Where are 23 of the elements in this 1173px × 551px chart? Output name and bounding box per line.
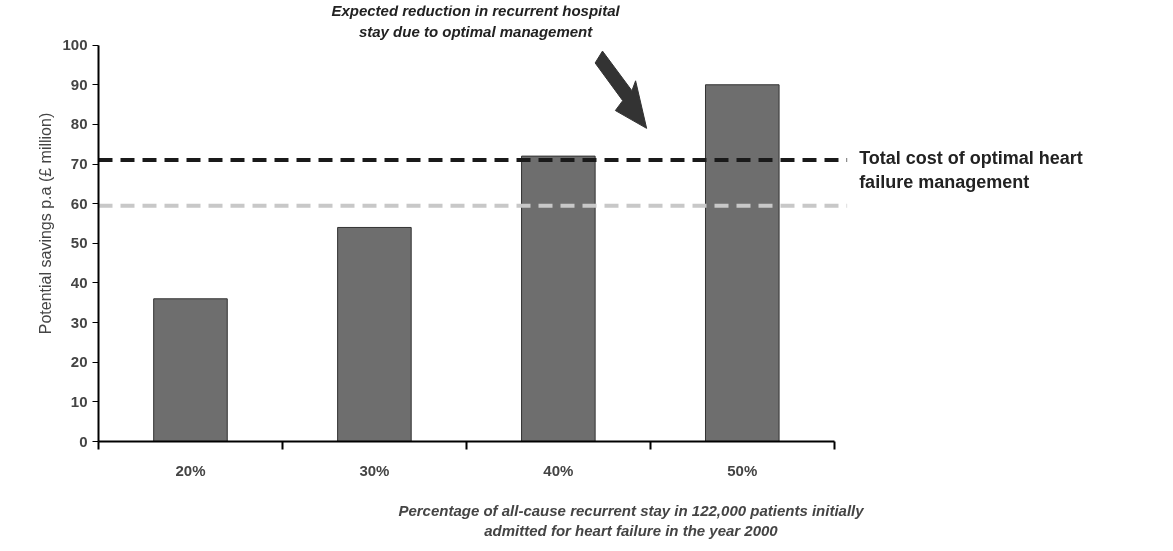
x-axis-title: Percentage of all-cause recurrent stay in 122,000 patients initially admitted for heart failure in the year 2000 (398, 501, 865, 539)
y-tick-label: 40 (70, 273, 88, 291)
y-tick-label: 80 (70, 115, 88, 133)
y-tick-label: 90 (70, 75, 88, 93)
y-tick-label: 70 (70, 155, 88, 173)
bar (704, 84, 780, 442)
y-tick-label: 50 (70, 234, 88, 252)
x-tick-label: 50% (727, 461, 758, 479)
text: Expected reduction in recurrent hospital stay due to optimal management (331, 2, 621, 40)
x-tick-label: 30% (359, 461, 390, 479)
y-tick-label: 20 (70, 353, 88, 371)
y-tick-label: 0 (79, 432, 88, 450)
y-tick-label: 100 (62, 36, 88, 54)
y-axis-title: Potential savings p.a (£ million) (37, 112, 55, 335)
x-tick-label: 40% (543, 461, 574, 479)
x-tick-label: 20% (175, 461, 206, 479)
y-tick-label: 30 (70, 313, 88, 331)
bar (521, 155, 596, 442)
y-tick-label: 10 (70, 392, 88, 410)
bar (337, 226, 412, 442)
y-tick-label: 60 (70, 194, 88, 212)
ref-line-label: Total cost of optimal heart failure management (859, 148, 1083, 193)
bar (153, 298, 228, 442)
